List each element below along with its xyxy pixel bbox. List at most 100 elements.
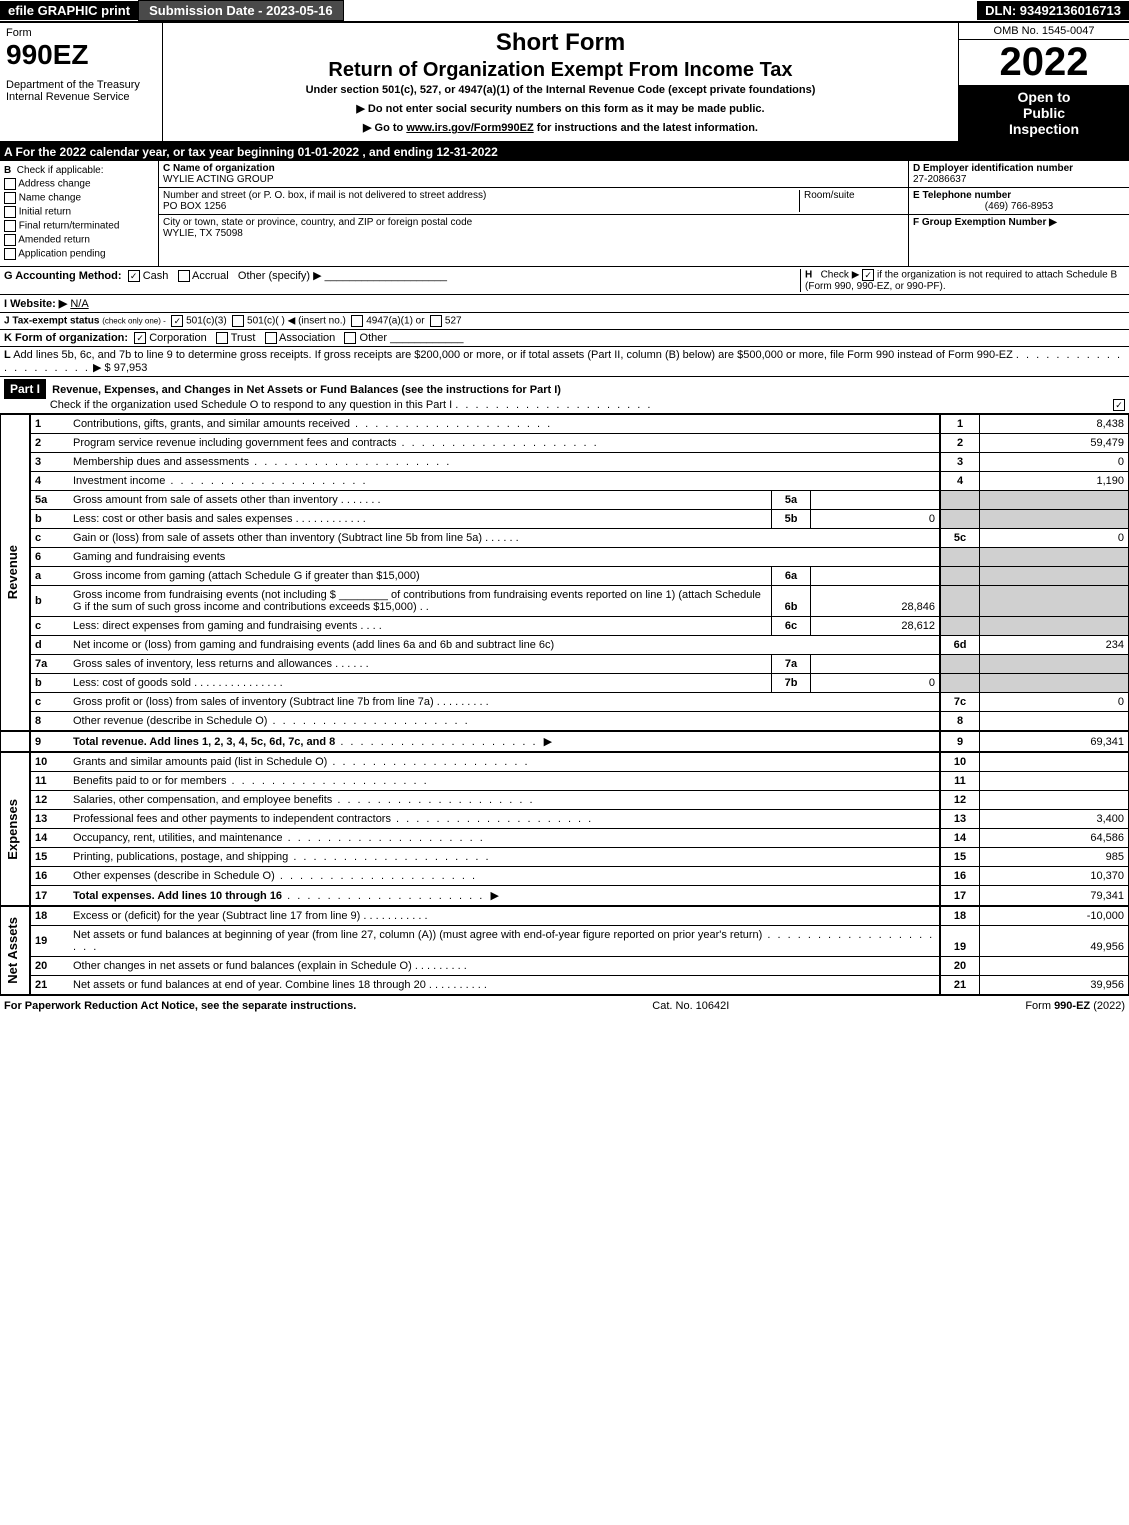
line-amount: 0 xyxy=(980,693,1129,712)
line-amount: 64,586 xyxy=(980,829,1129,848)
line-20: 20 Other changes in net assets or fund b… xyxy=(1,957,1129,976)
line-ref: 4 xyxy=(940,472,980,491)
line-1: Revenue 1 Contributions, gifts, grants, … xyxy=(1,415,1129,434)
line-desc: Gross profit or (loss) from sales of inv… xyxy=(73,696,434,708)
c-city-label: City or town, state or province, country… xyxy=(163,217,472,228)
checkbox-527[interactable] xyxy=(430,315,442,327)
line-amount: 3,400 xyxy=(980,810,1129,829)
h-label: H xyxy=(805,270,812,281)
checkbox-4947[interactable] xyxy=(351,315,363,327)
submission-date: Submission Date - 2023-05-16 xyxy=(138,0,344,21)
checkbox-final-return[interactable] xyxy=(4,220,16,232)
checkbox-501c[interactable] xyxy=(232,315,244,327)
line-12: 12 Salaries, other compensation, and emp… xyxy=(1,791,1129,810)
instr-ssn: ▶ Do not enter social security numbers o… xyxy=(167,102,954,115)
j-label: J Tax-exempt status xyxy=(4,316,99,327)
line-desc: Other changes in net assets or fund bala… xyxy=(73,960,412,972)
sub-ref: 5b xyxy=(772,510,811,529)
line-3: 3 Membership dues and assessments 3 0 xyxy=(1,453,1129,472)
checkbox-cash[interactable] xyxy=(128,270,140,282)
label-address-change: Address change xyxy=(18,179,90,190)
shaded-cell xyxy=(940,510,980,529)
line-ref: 8 xyxy=(940,712,980,732)
shaded-cell xyxy=(980,510,1129,529)
line-6a: a Gross income from gaming (attach Sched… xyxy=(1,567,1129,586)
checkbox-other-org[interactable] xyxy=(344,332,356,344)
line-desc: Salaries, other compensation, and employ… xyxy=(73,794,332,806)
line-amount xyxy=(980,772,1129,791)
label-final-return: Final return/terminated xyxy=(19,221,120,232)
checkbox-accrual[interactable] xyxy=(178,270,190,282)
line-desc: Investment income xyxy=(73,475,165,487)
line-desc: Membership dues and assessments xyxy=(73,456,249,468)
efile-label: efile GRAPHIC print xyxy=(0,1,138,20)
line-desc: Printing, publications, postage, and shi… xyxy=(73,851,288,863)
sub-val xyxy=(811,655,941,674)
line-num: 14 xyxy=(30,829,69,848)
sub-ref: 5a xyxy=(772,491,811,510)
checkbox-schedule-b[interactable] xyxy=(862,269,874,281)
line-amount: 234 xyxy=(980,636,1129,655)
footer-right: Form 990-EZ (2022) xyxy=(1025,1000,1125,1012)
section-a: A For the 2022 calendar year, or tax yea… xyxy=(0,143,1129,161)
line-8: 8 Other revenue (describe in Schedule O)… xyxy=(1,712,1129,732)
line-num: b xyxy=(30,510,69,529)
label-corporation: Corporation xyxy=(149,332,206,344)
line-num: a xyxy=(30,567,69,586)
line-6b: b Gross income from fundraising events (… xyxy=(1,586,1129,617)
line-desc: Gross sales of inventory, less returns a… xyxy=(73,658,332,670)
footer-center: Cat. No. 10642I xyxy=(652,1000,729,1012)
line-num: 11 xyxy=(30,772,69,791)
line-amount: 0 xyxy=(980,529,1129,548)
inspection-line3: Inspection xyxy=(963,121,1125,137)
checkbox-schedule-o[interactable] xyxy=(1113,399,1125,411)
checkbox-name-change[interactable] xyxy=(4,192,16,204)
line-amount: 69,341 xyxy=(980,731,1129,752)
omb-number: OMB No. 1545-0047 xyxy=(959,23,1129,40)
line-num: c xyxy=(30,693,69,712)
shaded-cell xyxy=(940,567,980,586)
shaded-cell xyxy=(980,617,1129,636)
line-13: 13 Professional fees and other payments … xyxy=(1,810,1129,829)
sub-ref: 6b xyxy=(772,586,811,617)
sidebar-net-assets: Net Assets xyxy=(5,917,20,984)
line-desc: Program service revenue including govern… xyxy=(73,437,396,449)
e-phone-label: E Telephone number xyxy=(913,190,1011,201)
k-label: K Form of organization: xyxy=(4,332,128,344)
checkbox-501c3[interactable] xyxy=(171,315,183,327)
line-ref: 15 xyxy=(940,848,980,867)
line-19: 19 Net assets or fund balances at beginn… xyxy=(1,926,1129,957)
label-other-org: Other xyxy=(360,332,388,344)
line-num: 21 xyxy=(30,976,69,995)
line-desc: Gross income from gaming (attach Schedul… xyxy=(73,570,420,582)
irs-link[interactable]: www.irs.gov/Form990EZ xyxy=(406,122,533,134)
dept-treasury: Department of the Treasury xyxy=(6,79,156,91)
line-amount xyxy=(980,791,1129,810)
l-text: Add lines 5b, 6c, and 7b to line 9 to de… xyxy=(13,349,1013,361)
form-number: 990EZ xyxy=(6,39,156,71)
ein: 27-2086637 xyxy=(913,174,966,185)
line-desc: Less: cost of goods sold xyxy=(73,677,191,689)
sub-val: 0 xyxy=(811,510,941,529)
top-bar: efile GRAPHIC print Submission Date - 20… xyxy=(0,0,1129,23)
line-desc: Other expenses (describe in Schedule O) xyxy=(73,870,275,882)
checkbox-corporation[interactable] xyxy=(134,332,146,344)
info-grid: B Check if applicable: Address change Na… xyxy=(0,161,1129,267)
line-15: 15 Printing, publications, postage, and … xyxy=(1,848,1129,867)
l-arrow: ▶ $ xyxy=(93,362,111,374)
checkbox-amended-return[interactable] xyxy=(4,234,16,246)
line-desc: Net assets or fund balances at end of ye… xyxy=(73,979,426,991)
sidebar-revenue: Revenue xyxy=(5,545,20,599)
l-value: 97,953 xyxy=(114,362,148,374)
checkbox-initial-return[interactable] xyxy=(4,206,16,218)
checkbox-application-pending[interactable] xyxy=(4,248,16,260)
i-label: I Website: ▶ xyxy=(4,298,67,310)
line-num: 20 xyxy=(30,957,69,976)
line-9: 9 Total revenue. Add lines 1, 2, 3, 4, 5… xyxy=(1,731,1129,752)
line-4: 4 Investment income 4 1,190 xyxy=(1,472,1129,491)
checkbox-address-change[interactable] xyxy=(4,178,16,190)
checkbox-trust[interactable] xyxy=(216,332,228,344)
label-501c3: 501(c)(3) xyxy=(186,316,227,327)
phone: (469) 766-8953 xyxy=(913,201,1125,212)
checkbox-association[interactable] xyxy=(265,332,277,344)
